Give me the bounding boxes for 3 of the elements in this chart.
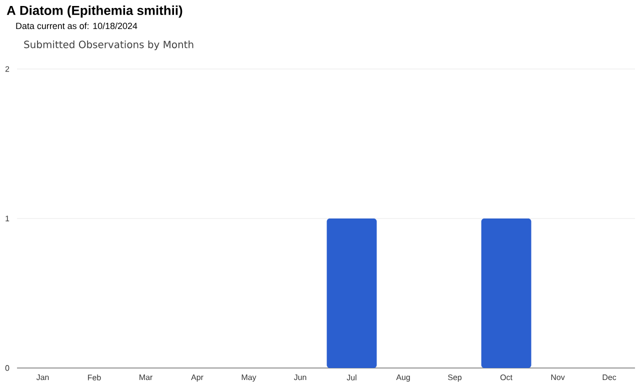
- chart-title: A Diatom (Epithemia smithii): [6, 6, 182, 18]
- chart-subtitle: Data current as of: 10/18/2024: [16, 22, 138, 30]
- text: Submitted Observations by Month: [24, 40, 194, 50]
